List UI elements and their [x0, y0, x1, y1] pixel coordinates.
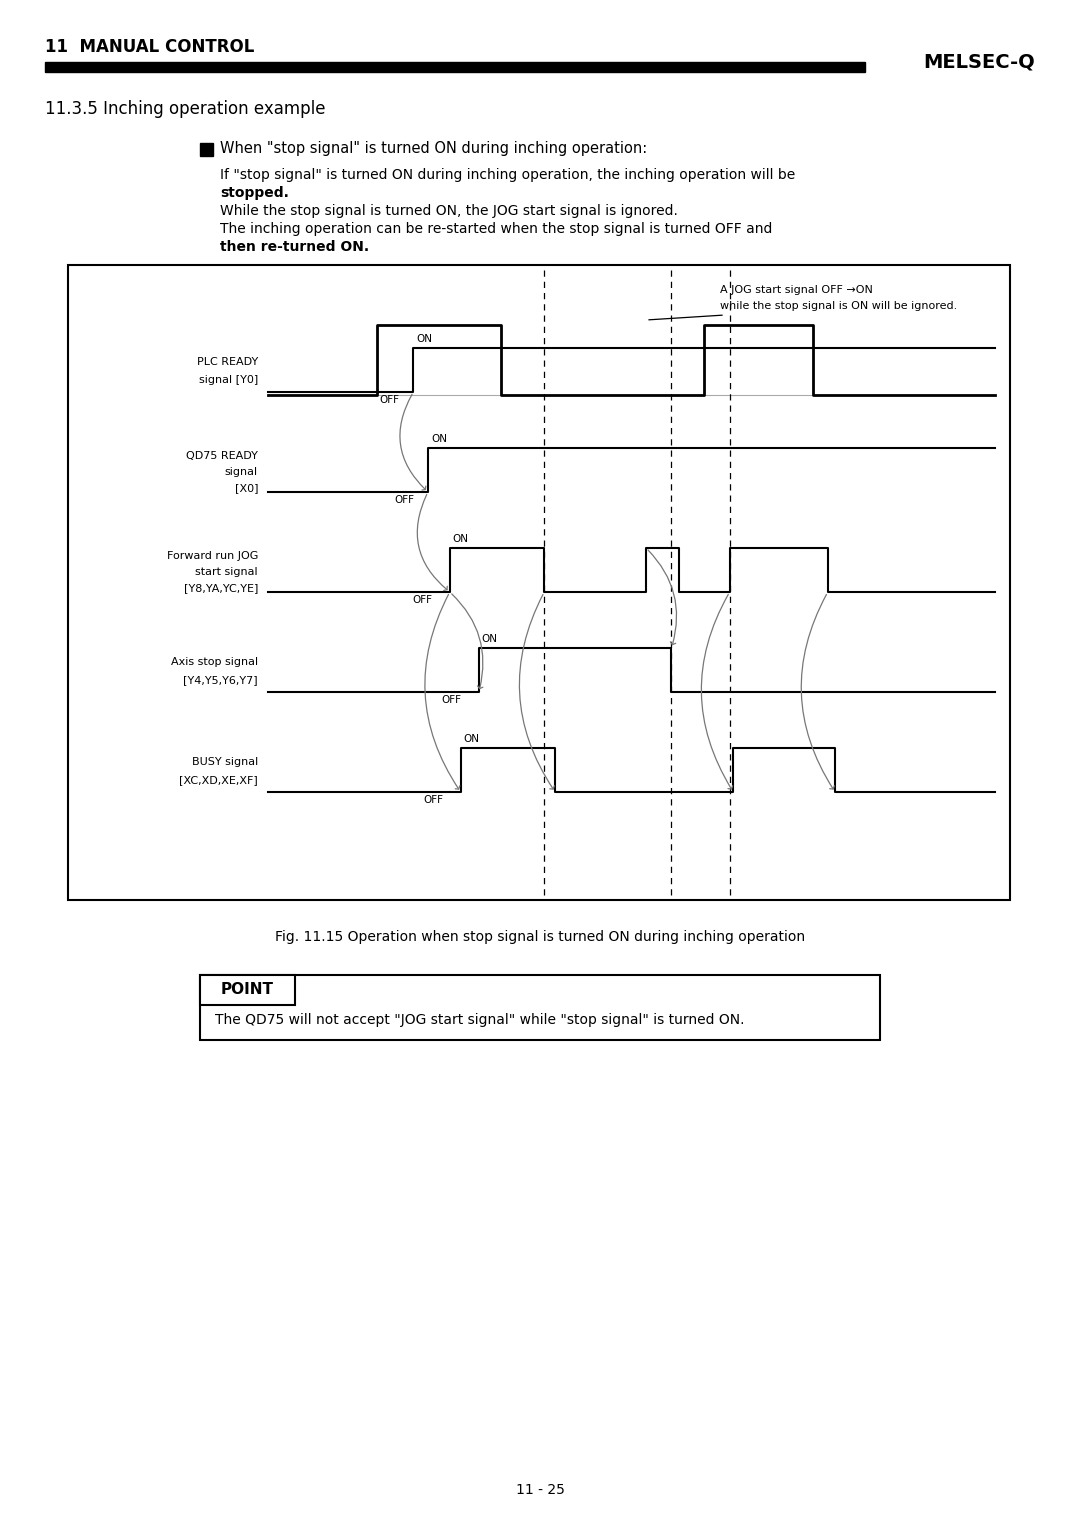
Text: Forward run JOG: Forward run JOG	[166, 552, 258, 561]
Text: OFF: OFF	[379, 396, 400, 405]
Bar	[68, 264, 1010, 900]
Bar	[45, 63, 865, 72]
Text: The QD75 will not accept "JOG start signal" while "stop signal" is turned ON.: The QD75 will not accept "JOG start sign…	[215, 1013, 744, 1027]
Bar	[200, 975, 880, 1041]
Text: then re-turned ON.: then re-turned ON.	[220, 240, 369, 254]
Text: [Y4,Y5,Y6,Y7]: [Y4,Y5,Y6,Y7]	[184, 675, 258, 685]
Text: OFF: OFF	[442, 695, 461, 704]
Text: 11.3.5 Inching operation example: 11.3.5 Inching operation example	[45, 99, 325, 118]
Text: ON: ON	[453, 533, 469, 544]
Text: while the stop signal is ON will be ignored.: while the stop signal is ON will be igno…	[720, 301, 957, 312]
Text: OFF: OFF	[413, 594, 432, 605]
Text: Fig. 11.15 Operation when stop signal is turned ON during inching operation: Fig. 11.15 Operation when stop signal is…	[275, 931, 805, 944]
Text: OFF: OFF	[394, 495, 414, 504]
Text: MELSEC-Q: MELSEC-Q	[923, 52, 1035, 70]
Text: ON: ON	[417, 335, 432, 344]
Text: OFF: OFF	[423, 795, 443, 805]
Text: signal: signal	[225, 468, 258, 477]
Text: QD75 READY: QD75 READY	[186, 451, 258, 461]
Text: The inching operation can be re-started when the stop signal is turned OFF and: The inching operation can be re-started …	[220, 222, 772, 235]
Text: POINT: POINT	[221, 983, 274, 998]
Text: If "stop signal" is turned ON during inching operation, the inching operation wi: If "stop signal" is turned ON during inc…	[220, 168, 795, 182]
Text: While the stop signal is turned ON, the JOG start signal is ignored.: While the stop signal is turned ON, the …	[220, 205, 678, 219]
Bar	[200, 144, 213, 156]
Text: 11  MANUAL CONTROL: 11 MANUAL CONTROL	[45, 38, 255, 57]
Text: ON: ON	[431, 434, 447, 445]
Text: start signal: start signal	[195, 567, 258, 578]
Text: When "stop signal" is turned ON during inching operation:: When "stop signal" is turned ON during i…	[220, 141, 647, 156]
Bar	[200, 975, 295, 1005]
Text: [Y8,YA,YC,YE]: [Y8,YA,YC,YE]	[184, 584, 258, 593]
Text: A JOG start signal OFF →ON: A JOG start signal OFF →ON	[720, 286, 873, 295]
Text: [XC,XD,XE,XF]: [XC,XD,XE,XF]	[179, 775, 258, 785]
Text: PLC READY: PLC READY	[197, 358, 258, 367]
Text: [X0]: [X0]	[234, 483, 258, 494]
Text: 11 - 25: 11 - 25	[515, 1484, 565, 1497]
Text: Axis stop signal: Axis stop signal	[171, 657, 258, 668]
Text: stopped.: stopped.	[220, 186, 288, 200]
Text: BUSY signal: BUSY signal	[192, 756, 258, 767]
Text: signal [Y0]: signal [Y0]	[199, 374, 258, 385]
Text: ON: ON	[482, 634, 498, 643]
Text: ON: ON	[463, 733, 480, 744]
